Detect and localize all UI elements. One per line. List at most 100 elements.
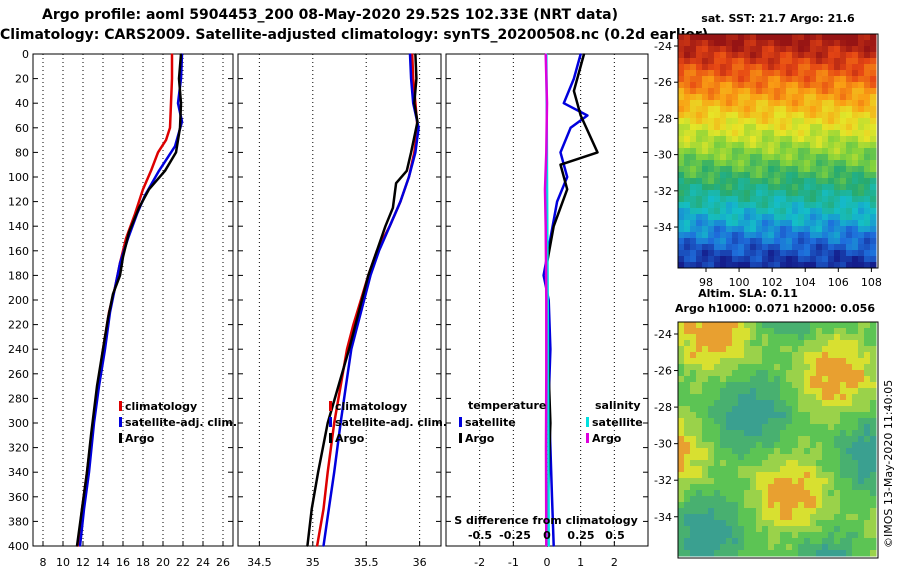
sst-map-cell [690,202,697,209]
sla-map-cell [780,526,787,533]
sst-map-cell [738,118,745,125]
sla-map-title-line2: Argo h1000: 0.071 h2000: 0.056 [675,302,875,315]
sla-map-cell [690,514,697,521]
sst-map-cell [858,148,865,155]
sla-map-cell [750,370,757,377]
sst-map-cell [816,226,823,233]
panel-1-point [316,545,318,547]
panel-0-point [170,102,172,104]
sla-map-cell [846,442,853,449]
sla-map-cell [864,466,871,473]
sst-map-cell [840,136,847,143]
sst-map-cell [864,220,871,227]
sst-map-cell [684,202,691,209]
sla-map-cell [840,538,847,545]
sst-map-cell [816,118,823,125]
sst-map-cell [738,142,745,149]
sla-map-cell [804,442,811,449]
sst-map-cell [726,250,733,257]
panel-1-point [363,299,365,301]
sst-map-cell [744,64,751,71]
sst-map-cell [786,154,793,161]
sla-map-cell [732,418,739,425]
panel-1-point [367,274,370,277]
sst-map-cell [774,142,781,149]
sla-map-cell [810,322,817,329]
sla-map-cell [852,322,859,329]
sla-map-cell [852,346,859,353]
sla-map-cell [858,418,865,425]
sst-map-cell [708,100,715,107]
sst-map-cell [684,100,691,107]
sla-map-cell [768,466,775,473]
sla-map-cell [780,376,787,383]
sla-map-cell [864,424,871,431]
sst-map-cell [702,202,709,209]
sla-map-cell [798,436,805,443]
sst-map-cell [678,88,685,95]
sla-map-cell [750,430,757,437]
sla-map-cell [678,538,685,545]
sla-map-cell [720,520,727,527]
diff-legend-temp-label-0: satellite [465,416,516,429]
sst-map-cell [732,178,739,185]
sla-map-cell [846,544,853,551]
sst-map-cell [828,172,835,179]
sla-map-cell [828,346,835,353]
sst-map-cell [708,64,715,71]
sst-map-cell [834,238,841,245]
sst-map-cell [864,172,871,179]
sst-map-cell [750,256,757,263]
sst-map-cell [846,64,853,71]
sla-map-cell [780,472,787,479]
sst-map-cell [720,94,727,101]
sst-map-cell [852,70,859,77]
sla-map-cell [804,472,811,479]
sla-map-cell [864,502,871,509]
sla-map-cell [846,376,853,383]
sla-map-cell [792,460,799,467]
sla-map-cell [756,442,763,449]
sst-map-cell [744,34,751,41]
sla-map-cell [864,346,871,353]
sst-map-cell [834,196,841,203]
sst-map-cell [768,118,775,125]
sst-map-cell [852,208,859,215]
sst-map-cell [702,88,709,95]
sla-map-cell [840,322,847,329]
sst-map-cell [690,250,697,257]
sst-map-cell [714,160,721,167]
sst-map-cell [750,124,757,131]
panel-0-point [81,508,83,510]
sla-map-cell [756,334,763,341]
sla-map-cell [870,472,877,479]
sst-map-cell [726,94,733,101]
sla-map-cell [750,466,757,473]
sla-map-cell [864,520,871,527]
sla-map-cell [858,544,865,551]
sst-map-cell [828,202,835,209]
sst-map-cell [738,124,745,131]
sla-map-cell [786,448,793,455]
sst-map-cell [822,88,829,95]
sla-map-cell [846,340,853,347]
panel-0-point [128,231,130,234]
sla-map-cell [810,430,817,437]
sst-map-cell [702,148,709,155]
sla-map-cell [786,490,793,497]
sla-map-cell [768,532,775,539]
sla-map-ytick-label: -30 [654,438,672,451]
sla-map-cell [822,400,829,407]
sla-map-cell [804,502,811,509]
sst-map-cell [846,142,853,149]
sst-map-cell [678,226,685,233]
sla-map-cell [840,508,847,515]
sla-map-cell [864,364,871,371]
sst-map-cell [816,154,823,161]
sst-map-cell [702,190,709,197]
sla-map-cell [822,346,829,353]
sla-map-cell [762,550,769,557]
sla-map-cell [774,346,781,353]
sst-map-cell [774,226,781,233]
sla-map-cell [696,424,703,431]
